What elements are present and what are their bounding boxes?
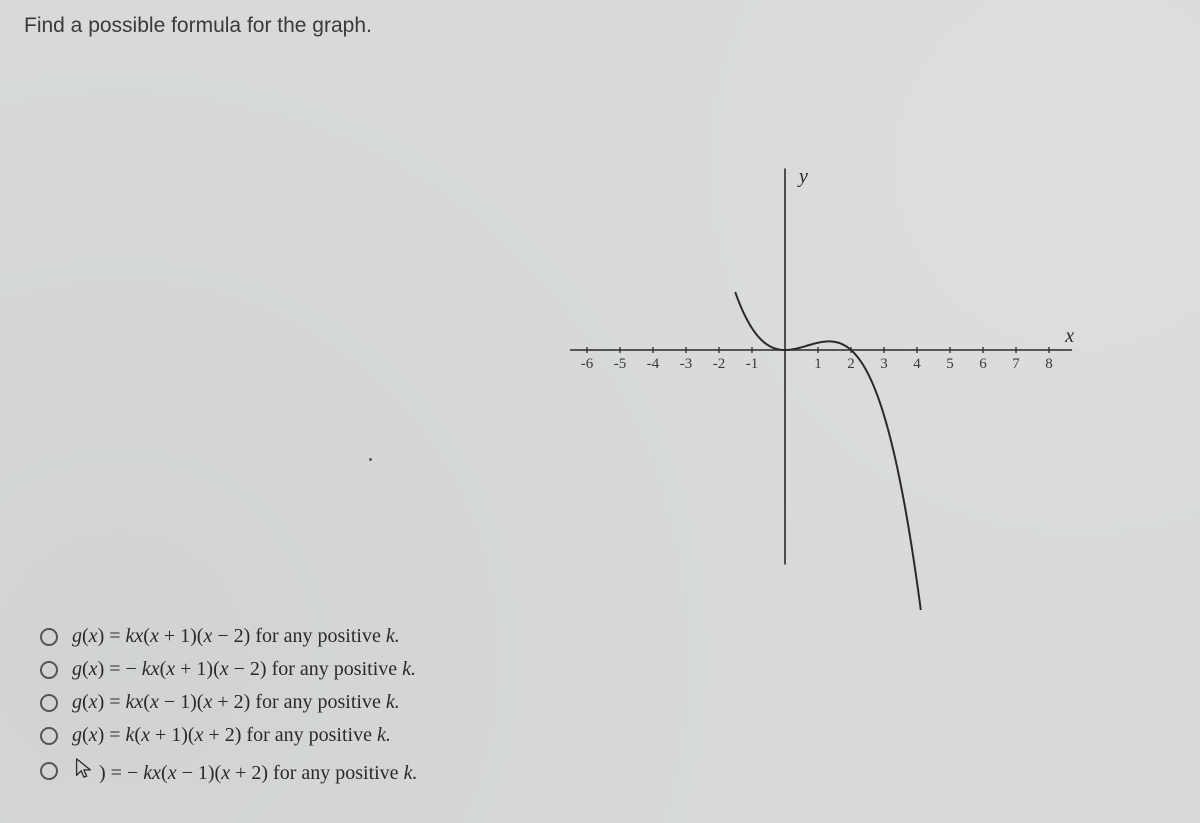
answer-option-1[interactable]: g(x) = kx(x + 1)(x − 2) for any positive… xyxy=(40,625,417,648)
radio-button[interactable] xyxy=(40,694,58,712)
svg-text:-5: -5 xyxy=(614,356,627,372)
svg-text:x: x xyxy=(1064,325,1074,347)
option-formula: g(x) = kx(x − 1)(x + 2) for any positive… xyxy=(72,691,400,714)
radio-button[interactable] xyxy=(40,661,58,679)
svg-text:5: 5 xyxy=(946,356,954,372)
answer-options: g(x) = kx(x + 1)(x − 2) for any positive… xyxy=(40,625,417,795)
svg-text:4: 4 xyxy=(913,356,921,372)
cursor-icon xyxy=(72,757,94,779)
answer-option-5[interactable]: ) = − kx(x − 1)(x + 2) for any positive … xyxy=(40,757,417,785)
svg-text:-1: -1 xyxy=(746,356,759,372)
svg-text:6: 6 xyxy=(979,356,987,372)
option-formula: g(x) = − kx(x + 1)(x − 2) for any positi… xyxy=(72,658,416,681)
svg-text:7: 7 xyxy=(1012,356,1020,372)
radio-button[interactable] xyxy=(40,628,58,646)
option-formula: g(x) = k(x + 1)(x + 2) for any positive … xyxy=(72,724,391,747)
option-formula: ) = − kx(x − 1)(x + 2) for any positive … xyxy=(72,757,417,785)
svg-text:-3: -3 xyxy=(680,356,693,372)
svg-text:1: 1 xyxy=(814,356,822,372)
svg-text:2: 2 xyxy=(847,356,855,372)
svg-text:3: 3 xyxy=(880,356,888,372)
radio-button[interactable] xyxy=(40,727,58,745)
answer-option-4[interactable]: g(x) = k(x + 1)(x + 2) for any positive … xyxy=(40,724,417,747)
answer-option-3[interactable]: g(x) = kx(x − 1)(x + 2) for any positive… xyxy=(40,691,417,714)
graph-plot: -8-7-6-5-4-3-2-112345678yx xyxy=(570,110,1150,610)
svg-text:y: y xyxy=(797,165,808,187)
answer-option-2[interactable]: g(x) = − kx(x + 1)(x − 2) for any positi… xyxy=(40,658,417,681)
svg-text:8: 8 xyxy=(1045,356,1053,372)
svg-text:-2: -2 xyxy=(713,356,726,372)
radio-button[interactable] xyxy=(40,762,58,780)
svg-text:-6: -6 xyxy=(581,356,594,372)
stray-dot xyxy=(369,458,372,461)
question-text: Find a possible formula for the graph. xyxy=(24,14,372,38)
svg-text:-4: -4 xyxy=(647,356,660,372)
option-formula: g(x) = kx(x + 1)(x − 2) for any positive… xyxy=(72,625,400,648)
